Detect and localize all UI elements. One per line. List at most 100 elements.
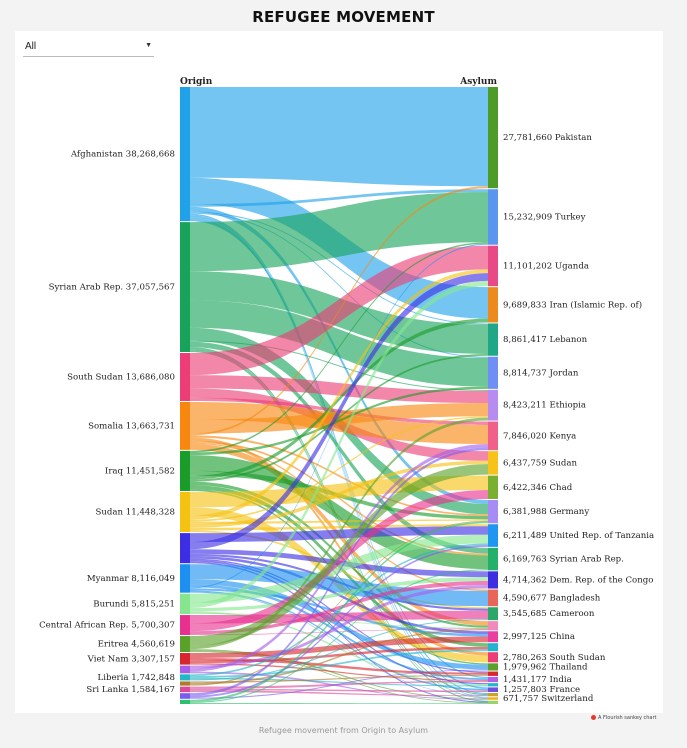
asylum-node[interactable]: [488, 421, 498, 451]
filter-dropdown[interactable]: All ▼: [23, 39, 154, 57]
flow-link[interactable]: [190, 519, 488, 524]
origin-node[interactable]: [180, 686, 190, 693]
asylum-node[interactable]: [488, 571, 498, 589]
asylum-node[interactable]: [488, 607, 498, 621]
origin-node[interactable]: [180, 564, 190, 593]
flow-link[interactable]: [190, 520, 488, 686]
flow-link[interactable]: [190, 444, 488, 672]
asylum-node[interactable]: [488, 643, 498, 652]
asylum-node[interactable]: [488, 676, 498, 683]
flow-link[interactable]: [190, 690, 488, 697]
flow-link[interactable]: [190, 242, 488, 453]
flow-link[interactable]: [190, 212, 488, 358]
flow-link[interactable]: [190, 341, 488, 554]
origin-node[interactable]: [180, 615, 190, 636]
flow-link[interactable]: [190, 215, 488, 695]
origin-node[interactable]: [180, 674, 190, 681]
flow-link[interactable]: [190, 619, 488, 681]
origin-node[interactable]: [180, 699, 190, 704]
flow-link[interactable]: [190, 702, 488, 704]
flow-link[interactable]: [190, 455, 488, 570]
asylum-node[interactable]: [488, 245, 498, 287]
asylum-node[interactable]: [488, 652, 498, 663]
flow-link[interactable]: [190, 340, 488, 391]
flow-link[interactable]: [190, 650, 488, 704]
asylum-node[interactable]: [488, 547, 498, 571]
flow-link[interactable]: [190, 186, 488, 436]
origin-node[interactable]: [180, 681, 190, 686]
asylum-node[interactable]: [488, 700, 498, 704]
flow-link[interactable]: [190, 590, 488, 691]
asylum-node[interactable]: [488, 683, 498, 687]
origin-node[interactable]: [180, 450, 190, 491]
asylum-node[interactable]: [488, 671, 498, 676]
asylum-node[interactable]: [488, 389, 498, 421]
flow-link[interactable]: [190, 349, 488, 699]
asylum-node[interactable]: [488, 589, 498, 607]
flow-link[interactable]: [190, 584, 488, 680]
flow-link[interactable]: [190, 578, 488, 670]
asylum-node[interactable]: [488, 287, 498, 323]
asylum-node[interactable]: [488, 87, 498, 189]
flow-link[interactable]: [190, 417, 488, 650]
flow-link[interactable]: [190, 534, 488, 603]
asylum-node[interactable]: [488, 663, 498, 671]
flow-link[interactable]: [190, 280, 488, 608]
origin-node[interactable]: [180, 693, 190, 699]
asylum-node[interactable]: [488, 697, 498, 700]
asylum-node[interactable]: [488, 621, 498, 631]
flow-link[interactable]: [190, 569, 488, 703]
flow-link[interactable]: [190, 521, 488, 702]
flow-link[interactable]: [190, 646, 488, 664]
asylum-node[interactable]: [488, 499, 498, 524]
flow-link[interactable]: [190, 489, 488, 632]
flow-link[interactable]: [190, 524, 488, 531]
flow-link[interactable]: [190, 489, 488, 665]
flow-link[interactable]: [190, 663, 488, 681]
flow-link[interactable]: [190, 584, 488, 669]
flow-link[interactable]: [190, 680, 488, 689]
origin-node[interactable]: [180, 533, 190, 564]
flow-link[interactable]: [190, 628, 488, 685]
flow-link[interactable]: [190, 649, 488, 700]
origin-node[interactable]: [180, 401, 190, 450]
origin-node[interactable]: [180, 653, 190, 665]
flow-link[interactable]: [190, 416, 488, 522]
origin-node[interactable]: [180, 665, 190, 674]
origin-node[interactable]: [180, 593, 190, 615]
flow-link[interactable]: [190, 435, 488, 516]
flow-link[interactable]: [190, 189, 488, 207]
flow-link[interactable]: [190, 273, 488, 550]
flow-link[interactable]: [190, 591, 488, 696]
asylum-node[interactable]: [488, 692, 498, 697]
flow-link[interactable]: [190, 688, 488, 692]
flow-link[interactable]: [190, 87, 488, 187]
asylum-node[interactable]: [488, 524, 498, 547]
credit-note[interactable]: A Flourish sankey chart: [591, 715, 657, 721]
flow-link[interactable]: [190, 375, 488, 404]
asylum-node[interactable]: [488, 631, 498, 643]
flow-link[interactable]: [190, 437, 488, 656]
flow-link[interactable]: [190, 649, 488, 678]
flow-link[interactable]: [190, 636, 488, 658]
flow-link[interactable]: [190, 464, 488, 646]
flow-link[interactable]: [190, 300, 488, 387]
asylum-node[interactable]: [488, 451, 498, 475]
origin-node[interactable]: [180, 87, 190, 222]
asylum-node[interactable]: [488, 687, 498, 692]
flow-link[interactable]: [190, 545, 488, 698]
flow-link[interactable]: [190, 671, 488, 700]
asylum-node[interactable]: [488, 189, 498, 245]
origin-node[interactable]: [180, 636, 190, 653]
asylum-node[interactable]: [488, 475, 498, 499]
flow-link[interactable]: [190, 577, 488, 612]
asylum-node[interactable]: [488, 356, 498, 389]
flow-link[interactable]: [190, 460, 488, 528]
flow-link[interactable]: [190, 269, 488, 520]
flow-link[interactable]: [190, 217, 488, 698]
flow-link[interactable]: [190, 386, 488, 456]
flow-link[interactable]: [190, 211, 488, 325]
origin-node[interactable]: [180, 222, 190, 352]
flow-link[interactable]: [190, 243, 488, 589]
flow-link[interactable]: [190, 192, 488, 272]
